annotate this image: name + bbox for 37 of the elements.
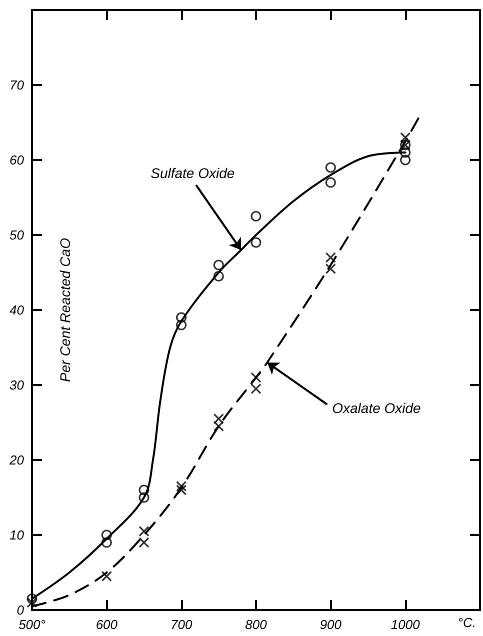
annotation: Oxalate Oxide	[332, 400, 422, 416]
y-tick-label: 30	[10, 378, 25, 392]
x-tick-label: 700	[170, 617, 193, 632]
y-tick-label: 50	[10, 228, 25, 242]
point	[400, 147, 411, 158]
y-tick-label: 0	[16, 602, 25, 618]
y-tick-label: 20	[8, 452, 25, 468]
y-axis-title: Per Cent Reacted CaO	[57, 238, 73, 382]
point	[213, 260, 224, 270]
point	[176, 312, 187, 323]
x-tick-label: 500°	[18, 617, 46, 632]
point	[101, 530, 112, 540]
point	[101, 570, 112, 582]
point	[26, 593, 38, 604]
point	[138, 492, 150, 503]
point	[176, 320, 187, 330]
y-tick-label: 10	[10, 528, 25, 542]
point	[325, 162, 336, 173]
x-tick-label: 600	[96, 617, 118, 632]
x-tick-label: 900	[320, 617, 342, 632]
point	[176, 480, 187, 492]
point	[176, 484, 187, 496]
y-tick-label: 60	[10, 152, 25, 168]
point	[250, 210, 262, 222]
point	[101, 537, 112, 548]
annotation: Sulfate Oxide	[150, 165, 235, 182]
y-tick-label: 40	[10, 302, 25, 318]
point	[138, 484, 150, 496]
x-axis-title: °C.	[458, 615, 476, 630]
x-tick-label: 1000	[390, 617, 421, 632]
x-tick-label: 800	[245, 617, 268, 632]
point	[400, 154, 411, 166]
point	[26, 597, 38, 608]
point	[250, 237, 262, 248]
y-tick-label: 70	[10, 78, 25, 92]
point	[213, 270, 224, 282]
point	[325, 177, 336, 188]
